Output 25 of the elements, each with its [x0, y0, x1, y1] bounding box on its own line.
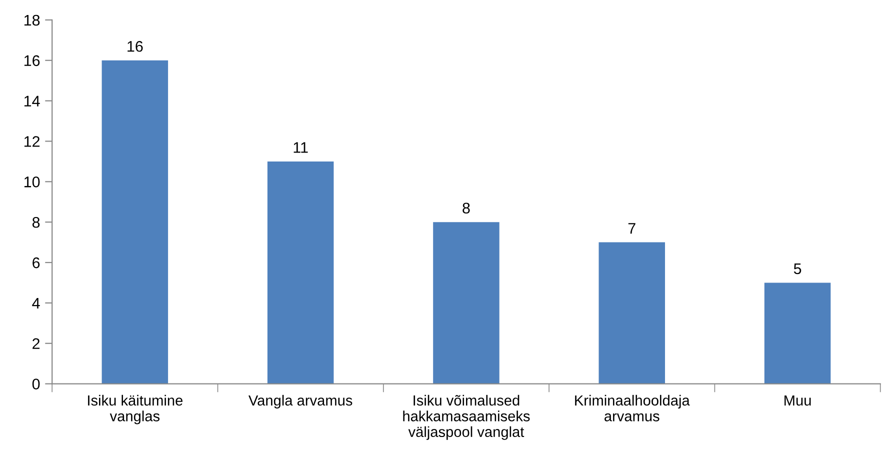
bar	[102, 60, 168, 384]
y-tick-label: 6	[32, 257, 40, 268]
x-tick-label: Muu	[784, 395, 811, 406]
bar	[267, 161, 334, 384]
x-tick-label: Kriminaalhooldaja arvamus	[575, 394, 690, 422]
y-tick-label: 0	[32, 378, 40, 390]
y-tick-label: 12	[24, 136, 40, 147]
bar	[598, 242, 666, 384]
bar	[433, 222, 500, 384]
y-tick-label: 14	[24, 96, 40, 106]
bar	[764, 282, 831, 384]
data-label: 11	[294, 142, 308, 153]
data-label: 16	[128, 40, 143, 52]
y-tick-label: 10	[24, 176, 40, 188]
x-tick-label: Isiku käitumine vanglas	[88, 394, 182, 424]
data-label: 7	[628, 223, 636, 234]
y-tick-label: 2	[32, 338, 40, 349]
y-tick-label: 8	[32, 216, 40, 228]
x-tick-label: Vangla arvamus	[248, 394, 352, 409]
y-tick-label: 4	[32, 298, 40, 308]
y-tick-label: 18	[24, 14, 40, 26]
x-tick-label: Isiku võimalused hakkamasaamiseks väljaspool vanglat	[403, 394, 530, 440]
data-label: 8	[462, 202, 470, 214]
data-label: 5	[794, 263, 802, 274]
y-tick-label: 16	[24, 55, 40, 66]
